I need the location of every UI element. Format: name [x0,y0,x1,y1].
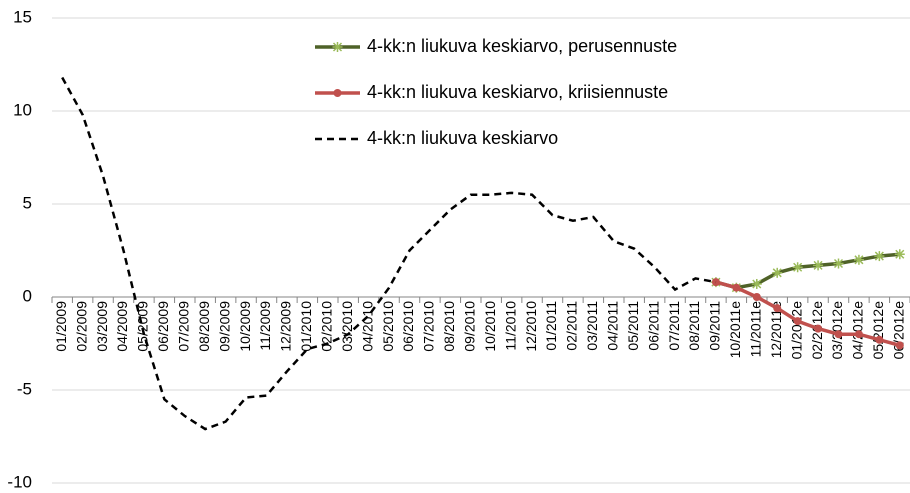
x-tick-label: 07/2010 [421,301,437,352]
series-line [715,280,901,348]
x-tick-label: 12/2011e [768,301,784,359]
x-tick-label: 01/2010 [298,301,314,352]
x-tick-label: 04/2010 [359,301,375,352]
x-tick-label: 07/2011 [666,301,682,351]
point [895,341,904,350]
x-tick-label: 04/2012e [850,301,866,360]
point [792,262,803,273]
point [853,254,864,265]
x-tick-label: 09/2009 [216,301,232,352]
x-tick-label: 12/2009 [278,301,294,352]
legend-label: 4-kk:n liukuva keskiarvo [367,128,558,148]
x-tick-label: 04/2011 [604,301,620,351]
y-tick-label: -5 [17,379,32,398]
legend-label: 4-kk:n liukuva keskiarvo, kriisiennuste [367,82,668,102]
x-tick-label: 11/2010 [502,301,518,351]
point [752,293,761,301]
point [751,278,762,289]
x-tick-label: 02/2010 [318,301,334,352]
x-tick-label: 12/2010 [523,301,539,352]
point [793,317,802,326]
point [732,283,741,292]
x-tick-label: 10/2011e [727,301,743,359]
x-tick-label: 03/2009 [94,301,110,352]
x-tick-label: 08/2011 [686,301,702,351]
y-tick-label: 0 [23,286,32,305]
x-tick-label: 01/2009 [53,301,69,352]
x-tick-label: 09/2011 [707,301,723,351]
x-tick-label: 11/2009 [257,301,273,351]
x-tick-label: 06/2009 [155,301,171,352]
x-tick-label: 08/2009 [196,301,212,352]
series-line [61,76,717,431]
point [874,251,885,262]
x-tick-label: 03/2012e [829,301,845,360]
point [854,330,863,339]
x-tick-label: 02/2011 [564,301,580,351]
x-tick-label: 09/2010 [461,301,477,352]
y-tick-label: 10 [13,100,32,119]
legend-marker [332,42,343,52]
x-tick-label: 05/2011 [625,301,641,351]
x-tick-label: 01/2012e [788,301,804,360]
point [813,260,824,271]
x-tick-label: 06/2011 [645,301,661,351]
x-tick-label: 07/2009 [175,301,191,352]
x-tick-label: 06/2010 [400,301,416,352]
y-tick-label: -10 [7,472,32,491]
x-tick-label: 10/2010 [482,301,498,352]
x-tick-label: 10/2009 [237,301,253,352]
point [814,324,823,333]
x-tick-label: 08/2010 [441,301,457,352]
x-tick-label: 05/2010 [380,301,396,352]
point [773,304,782,313]
x-tick-label: 05/2012e [870,301,886,360]
legend-marker [333,89,342,97]
y-tick-label: 15 [13,7,32,26]
point [894,249,905,260]
series-line [715,252,900,290]
x-tick-label: 06/2012e [890,301,906,360]
legend-label: 4-kk:n liukuva keskiarvo, perusennuste [367,36,677,56]
x-tick-label: 03/2011 [584,301,600,351]
point [834,330,843,339]
x-tick-label: 04/2009 [114,301,130,352]
x-tick-label: 02/2009 [73,301,89,352]
point [875,335,884,344]
point [772,267,783,278]
y-tick-label: 5 [23,193,32,212]
x-tick-label: 11/2011e [747,301,763,358]
x-tick-label: 03/2010 [339,301,355,352]
point [833,258,844,269]
x-tick-label: 01/2011 [543,301,559,351]
x-tick-label: 05/2009 [135,301,151,352]
